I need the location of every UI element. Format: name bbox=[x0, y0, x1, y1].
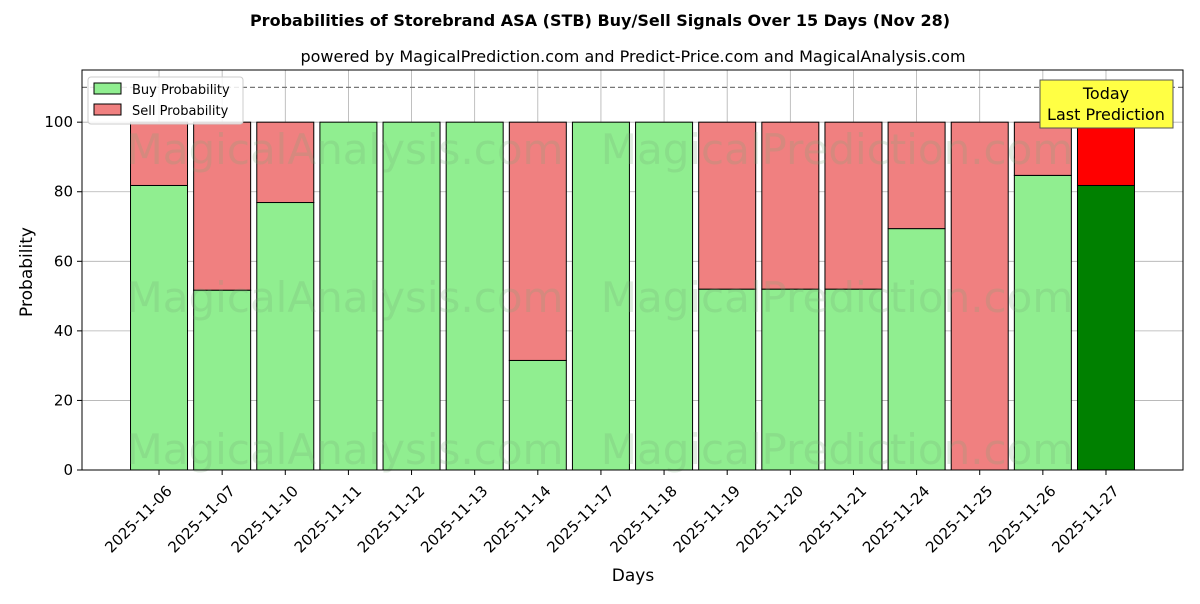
x-tick-label: 2025-11-27 bbox=[1048, 482, 1122, 556]
y-tick-label: 40 bbox=[54, 322, 73, 340]
bar-sell-2025-11-21 bbox=[824, 121, 883, 290]
chart-title: Probabilities of Storebrand ASA (STB) Bu… bbox=[250, 11, 950, 30]
bar-buy-2025-11-11 bbox=[319, 121, 378, 471]
y-tick-label: 20 bbox=[54, 391, 73, 409]
legend-box bbox=[87, 76, 244, 125]
bar-buy-2025-11-18 bbox=[635, 121, 694, 471]
legend-label: Sell Probability bbox=[132, 104, 229, 119]
annotation-box bbox=[1039, 79, 1174, 129]
bar-sell-2025-11-26 bbox=[1013, 121, 1072, 176]
bar-buy-2025-11-26 bbox=[1013, 174, 1072, 471]
x-tick-label: 2025-11-24 bbox=[859, 482, 933, 556]
bar-sell-2025-11-19 bbox=[698, 121, 757, 290]
watermark-text: MagicalPrediction.com bbox=[601, 425, 1074, 474]
bar-buy-2025-11-10 bbox=[256, 202, 315, 471]
bar-buy-2025-11-24 bbox=[887, 228, 946, 471]
bar-buy-2025-11-20 bbox=[761, 288, 820, 471]
legend-swatch bbox=[93, 103, 122, 116]
x-tick-label: 2025-11-11 bbox=[291, 482, 365, 556]
watermark-text: MagicalAnalysis.com bbox=[127, 125, 564, 174]
x-tick-label: 2025-11-21 bbox=[796, 482, 870, 556]
bar-sell-2025-11-25 bbox=[950, 121, 1009, 471]
bar-buy-2025-11-13 bbox=[445, 121, 504, 471]
x-tick-label: 2025-11-13 bbox=[417, 482, 491, 556]
x-tick-label: 2025-11-12 bbox=[354, 482, 428, 556]
x-tick-label: 2025-11-26 bbox=[985, 482, 1059, 556]
watermark-text: MagicalPrediction.com bbox=[601, 125, 1074, 174]
plot-frame bbox=[81, 69, 1184, 471]
bar-sell-2025-11-10 bbox=[256, 121, 315, 204]
bar-sell-2025-11-20 bbox=[761, 121, 820, 290]
bar-buy-2025-11-27 bbox=[1076, 184, 1135, 471]
bar-sell-2025-11-06 bbox=[130, 121, 189, 186]
legend: Buy Probability Sell Probability bbox=[87, 76, 244, 125]
watermark-text: MagicalAnalysis.com bbox=[127, 273, 564, 322]
y-tick-label: 0 bbox=[63, 461, 73, 479]
bar-buy-2025-11-14 bbox=[508, 359, 567, 471]
bar-sell-2025-11-24 bbox=[887, 121, 946, 230]
y-tick-label: 80 bbox=[54, 183, 73, 201]
watermark-text: MagicalPrediction.com bbox=[601, 273, 1074, 322]
bar-buy-2025-11-17 bbox=[571, 121, 630, 471]
chart-subtitle: powered by MagicalPrediction.com and Pre… bbox=[300, 47, 965, 66]
x-axis-label: Days bbox=[612, 566, 655, 586]
x-tick-label: 2025-11-10 bbox=[228, 482, 302, 556]
x-tick-label: 2025-11-06 bbox=[101, 482, 175, 556]
x-tick-label: 2025-11-17 bbox=[543, 482, 617, 556]
legend-swatch bbox=[93, 82, 122, 95]
legend-label: Buy Probability bbox=[132, 83, 230, 98]
x-tick-label: 2025-11-19 bbox=[670, 482, 744, 556]
bar-sell-2025-11-27 bbox=[1076, 121, 1135, 186]
bar-sell-2025-11-14 bbox=[508, 121, 567, 361]
y-tick-label: 60 bbox=[54, 252, 73, 270]
bar-buy-2025-11-21 bbox=[824, 288, 883, 471]
today-annotation: Today Last Prediction bbox=[1039, 79, 1174, 129]
annotation-text: Today bbox=[1082, 84, 1129, 103]
watermark-text: MagicalAnalysis.com bbox=[127, 425, 564, 474]
annotation-text: Last Prediction bbox=[1047, 105, 1165, 124]
bar-buy-2025-11-19 bbox=[698, 288, 757, 471]
bar-buy-2025-11-12 bbox=[382, 121, 441, 471]
x-tick-label: 2025-11-14 bbox=[480, 482, 554, 556]
y-axis-label: Probability bbox=[17, 227, 37, 317]
y-tick-label: 100 bbox=[44, 113, 73, 131]
bar-buy-2025-11-07 bbox=[193, 289, 252, 471]
x-tick-label: 2025-11-20 bbox=[733, 482, 807, 556]
x-tick-label: 2025-11-25 bbox=[922, 482, 996, 556]
x-tick-label: 2025-11-07 bbox=[165, 482, 239, 556]
x-tick-label: 2025-11-18 bbox=[606, 482, 680, 556]
